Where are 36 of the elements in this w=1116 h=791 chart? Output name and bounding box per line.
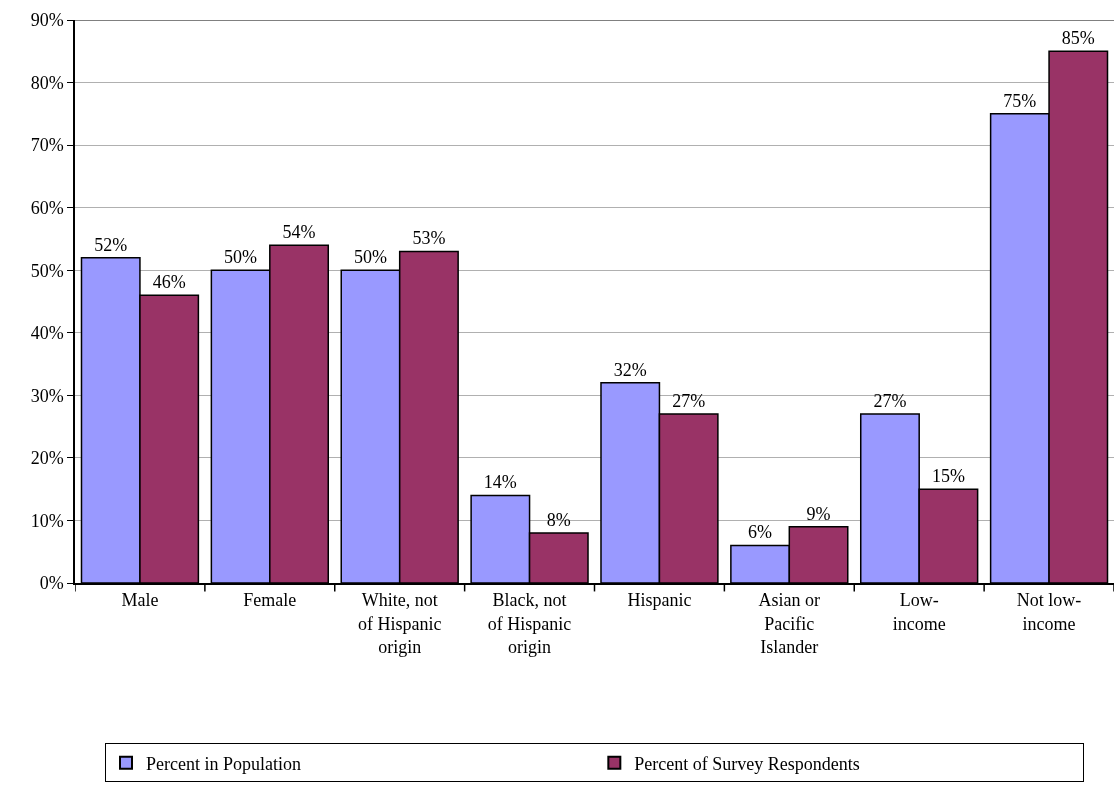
data-label: 85% — [1061, 28, 1095, 49]
x-tick-label: Asian or Pacific Islander — [758, 590, 821, 658]
legend-label: Percent of Survey Respondents — [634, 753, 860, 774]
x-tick-label: Not low- income — [1016, 590, 1082, 634]
y-tick-label: 40% — [30, 323, 64, 344]
data-label: 46% — [152, 272, 186, 293]
data-label: 53% — [412, 228, 446, 249]
x-tick-label: Female — [243, 590, 297, 611]
y-tick-label: 60% — [30, 197, 64, 218]
y-tick-label: 0% — [39, 573, 64, 594]
y-tick-label: 80% — [30, 72, 64, 93]
y-tick-label: 90% — [30, 10, 64, 31]
data-label: 50% — [224, 247, 258, 268]
x-tick-label: Male — [121, 590, 159, 611]
y-tick-label: 10% — [30, 510, 64, 531]
x-tick-label: White, not of Hispanic origin — [357, 590, 442, 658]
legend-label: Percent in Population — [146, 753, 301, 774]
data-label: 6% — [748, 522, 773, 543]
y-tick-label: 20% — [30, 448, 64, 469]
data-label: 9% — [806, 503, 831, 524]
y-tick-label: 50% — [30, 260, 64, 281]
y-tick-label: 30% — [30, 385, 64, 406]
data-label: 14% — [483, 472, 517, 493]
data-label: 27% — [873, 391, 907, 412]
data-label: 32% — [613, 359, 647, 380]
data-label: 54% — [282, 222, 316, 243]
data-label: 75% — [1003, 90, 1037, 111]
data-label: 8% — [546, 509, 571, 530]
x-tick-label: Low- income — [892, 590, 946, 634]
data-label: 52% — [94, 234, 128, 255]
x-tick-label: Black, not of Hispanic origin — [487, 590, 572, 658]
x-tick-label: Hispanic — [627, 590, 692, 611]
data-label: 15% — [931, 466, 965, 487]
data-label: 50% — [353, 247, 387, 268]
y-tick-label: 70% — [30, 135, 64, 156]
data-label: 27% — [672, 391, 706, 412]
